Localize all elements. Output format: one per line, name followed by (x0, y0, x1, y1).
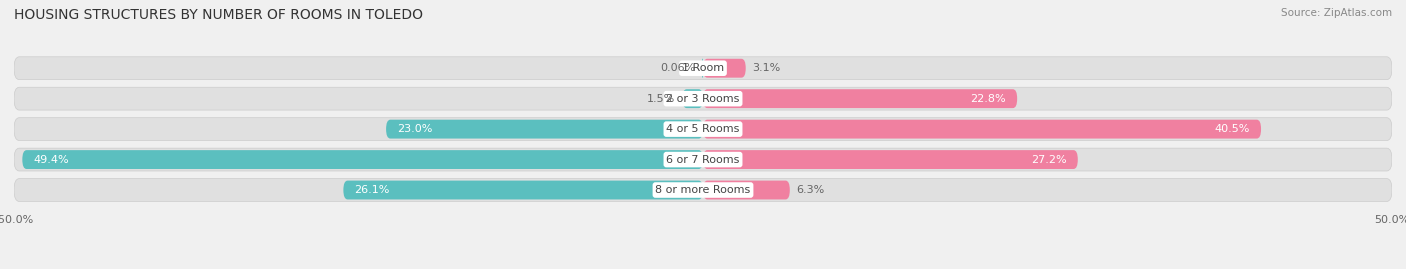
Text: 1 Room: 1 Room (682, 63, 724, 73)
Text: 26.1%: 26.1% (354, 185, 389, 195)
Text: 23.0%: 23.0% (396, 124, 433, 134)
FancyBboxPatch shape (682, 89, 703, 108)
FancyBboxPatch shape (22, 150, 703, 169)
Text: 3.1%: 3.1% (752, 63, 780, 73)
Text: HOUSING STRUCTURES BY NUMBER OF ROOMS IN TOLEDO: HOUSING STRUCTURES BY NUMBER OF ROOMS IN… (14, 8, 423, 22)
FancyBboxPatch shape (387, 120, 703, 139)
Text: 2 or 3 Rooms: 2 or 3 Rooms (666, 94, 740, 104)
Text: 49.4%: 49.4% (34, 155, 69, 165)
FancyBboxPatch shape (343, 180, 703, 200)
FancyBboxPatch shape (703, 89, 1017, 108)
Text: 22.8%: 22.8% (970, 94, 1007, 104)
Text: Source: ZipAtlas.com: Source: ZipAtlas.com (1281, 8, 1392, 18)
FancyBboxPatch shape (703, 150, 1078, 169)
FancyBboxPatch shape (703, 180, 790, 200)
Text: 6.3%: 6.3% (797, 185, 825, 195)
FancyBboxPatch shape (14, 118, 1392, 140)
FancyBboxPatch shape (14, 57, 1392, 80)
FancyBboxPatch shape (703, 120, 1261, 139)
Text: 0.06%: 0.06% (659, 63, 696, 73)
FancyBboxPatch shape (14, 87, 1392, 110)
Text: 8 or more Rooms: 8 or more Rooms (655, 185, 751, 195)
Text: 4 or 5 Rooms: 4 or 5 Rooms (666, 124, 740, 134)
FancyBboxPatch shape (14, 148, 1392, 171)
FancyBboxPatch shape (14, 179, 1392, 201)
FancyBboxPatch shape (703, 59, 745, 78)
Text: 1.5%: 1.5% (647, 94, 675, 104)
Text: 27.2%: 27.2% (1031, 155, 1067, 165)
Text: 6 or 7 Rooms: 6 or 7 Rooms (666, 155, 740, 165)
Text: 40.5%: 40.5% (1215, 124, 1250, 134)
